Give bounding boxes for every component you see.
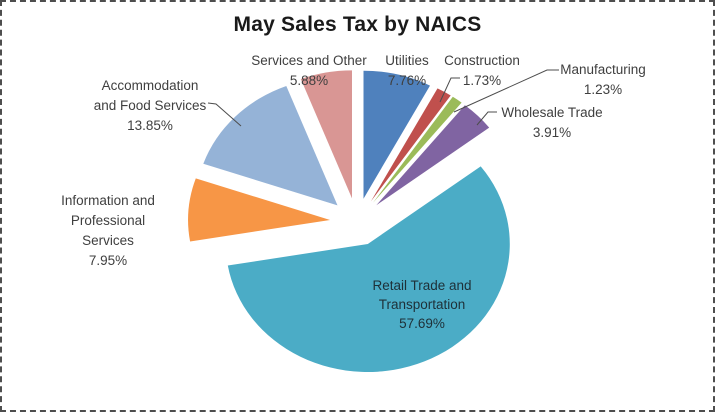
slice-label-retail-trade-and-transportation: Retail Trade and Transportation 57.69%	[342, 276, 502, 333]
slice-label-percent: 1.73%	[462, 73, 502, 88]
slice-label-percent: 13.85%	[127, 118, 173, 133]
slice-label-construction: Construction 1.73%	[427, 51, 537, 91]
pie-slice-utilities	[363, 70, 430, 199]
leader-line	[476, 111, 497, 126]
slice-label-percent: 57.69%	[399, 316, 445, 331]
pie-slice-accommodation-and-food-services	[203, 86, 338, 206]
pie-slice-construction	[370, 88, 451, 202]
slice-label-name: Utilities	[385, 53, 429, 68]
slice-label-percent: 7.95%	[88, 253, 128, 268]
pie-slice-information-and-professional-services	[188, 178, 331, 242]
chart-title: May Sales Tax by NAICS	[233, 13, 482, 36]
pie-slice-wholesale-trade	[376, 105, 490, 206]
pie-slice-services-and-other	[300, 70, 352, 199]
slice-label-accommodation-and-food-services: Accommodation and Food Services 13.85%	[90, 76, 210, 136]
leader-line	[207, 102, 242, 127]
pie-slice-retail-trade-and-transportation	[227, 166, 510, 373]
slice-label-utilities: Utilities 7.76%	[367, 51, 447, 91]
slice-label-services-and-other: Services and Other 5.88%	[239, 51, 379, 91]
slice-label-name: Services and Other	[251, 53, 367, 68]
slice-label-name: Accommodation and Food Services	[93, 78, 207, 113]
slice-label-manufacturing: Manufacturing 1.23%	[543, 60, 663, 100]
slice-label-percent: 3.91%	[532, 125, 572, 140]
slice-label-wholesale-trade: Wholesale Trade 3.91%	[482, 103, 622, 143]
slice-label-percent: 1.23%	[583, 82, 623, 97]
slice-label-name: Construction	[444, 53, 520, 68]
slice-label-name: Manufacturing	[560, 62, 646, 77]
leader-line	[453, 69, 559, 113]
slice-label-percent: 5.88%	[289, 73, 329, 88]
slice-label-information-and-professional-services: Information and Professional Services 7.…	[48, 191, 168, 271]
slice-label-name: Wholesale Trade	[501, 105, 603, 120]
slice-label-percent: 7.76%	[387, 73, 427, 88]
slice-label-name: Retail Trade and Transportation	[372, 278, 472, 312]
pie-slice-manufacturing	[373, 96, 462, 203]
leader-line	[439, 77, 460, 103]
slice-label-name: Information and Professional Services	[61, 193, 155, 248]
